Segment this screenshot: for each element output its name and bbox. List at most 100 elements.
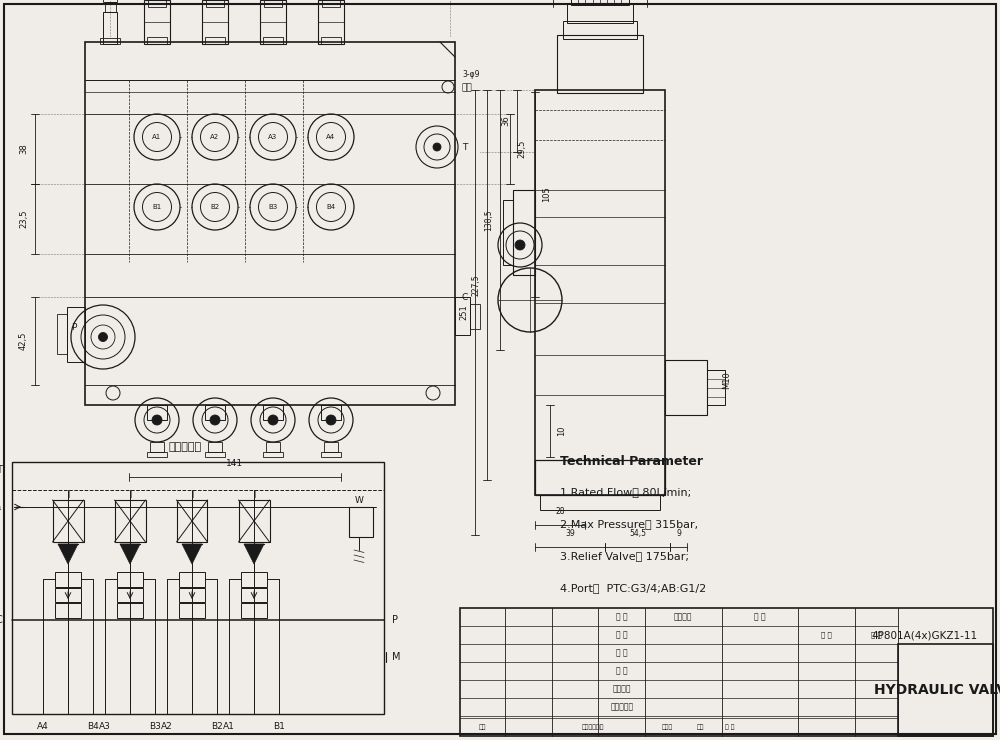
Text: B1: B1	[152, 204, 162, 210]
Text: 图样标记: 图样标记	[674, 613, 692, 622]
Text: B4: B4	[87, 722, 99, 730]
Bar	[55, 603, 81, 617]
Bar	[470, 304, 480, 329]
Bar	[179, 588, 205, 602]
Text: T₁: T₁	[0, 502, 2, 512]
Text: 2.Max Pressure： 315bar,: 2.Max Pressure： 315bar,	[560, 519, 698, 529]
Bar	[105, 2, 116, 12]
Bar	[535, 460, 665, 495]
Text: 描 图: 描 图	[616, 648, 628, 658]
Text: 3.Relief Valve： 175bar;: 3.Relief Valve： 175bar;	[560, 551, 689, 561]
Bar	[117, 588, 143, 602]
Text: T: T	[462, 143, 467, 152]
Bar	[179, 603, 205, 617]
Text: B2: B2	[210, 204, 220, 210]
Text: M: M	[392, 652, 401, 662]
Text: HYDRAULIC VALVE: HYDRAULIC VALVE	[874, 683, 1000, 697]
Bar	[540, 495, 660, 510]
Text: A4: A4	[326, 134, 336, 140]
Bar	[707, 370, 725, 405]
Bar	[85, 42, 455, 405]
Text: B1: B1	[273, 722, 285, 730]
Circle shape	[326, 415, 336, 425]
Polygon shape	[244, 544, 264, 564]
Text: 设 计: 设 计	[616, 613, 628, 622]
Text: 28: 28	[555, 507, 565, 516]
Text: P: P	[392, 615, 398, 625]
Bar	[103, 12, 117, 44]
Text: 更改内容说明: 更改内容说明	[581, 724, 604, 730]
Text: 3-φ9: 3-φ9	[462, 70, 480, 78]
Text: A2: A2	[161, 722, 173, 730]
Bar	[898, 644, 993, 736]
Text: |: |	[129, 491, 131, 497]
Bar	[260, 0, 286, 44]
Text: 制 图: 制 图	[616, 630, 628, 639]
Text: 通孔: 通孔	[462, 84, 473, 92]
Text: 105: 105	[542, 186, 551, 202]
Text: 4P801A(4x)GKZ1-11: 4P801A(4x)GKZ1-11	[871, 630, 977, 640]
Bar	[455, 297, 470, 335]
Bar	[55, 588, 81, 602]
Bar	[263, 452, 283, 457]
Text: 9: 9	[676, 529, 681, 538]
Bar	[117, 572, 143, 587]
Bar	[202, 0, 228, 44]
Bar	[150, 442, 164, 452]
Circle shape	[268, 415, 278, 425]
Bar	[322, 0, 340, 7]
Circle shape	[515, 240, 525, 250]
Text: 10: 10	[557, 425, 566, 437]
Bar	[176, 500, 207, 542]
Text: 更改人: 更改人	[661, 724, 673, 730]
Text: 29,5: 29,5	[517, 140, 526, 158]
Text: 138,5: 138,5	[484, 209, 493, 231]
Text: A1: A1	[223, 722, 235, 730]
Bar	[205, 452, 225, 457]
Text: A1: A1	[152, 134, 162, 140]
Text: 工艺检查: 工艺检查	[613, 684, 631, 693]
Bar	[557, 35, 643, 93]
Bar	[100, 38, 120, 44]
Bar	[147, 37, 167, 44]
Bar	[563, 21, 637, 39]
Text: 液压原理图: 液压原理图	[168, 442, 202, 452]
Text: 共 求: 共 求	[821, 632, 831, 639]
Bar	[52, 500, 84, 542]
Text: 38: 38	[19, 144, 28, 155]
Bar	[55, 572, 81, 587]
Bar	[324, 442, 338, 452]
Text: 4.Port：  PTC:G3/4;AB:G1/2: 4.Port： PTC:G3/4;AB:G1/2	[560, 583, 706, 593]
Bar	[114, 500, 146, 542]
Text: 签 名: 签 名	[725, 724, 735, 730]
Bar	[205, 405, 225, 420]
Bar	[321, 452, 341, 457]
Bar	[239, 500, 270, 542]
Polygon shape	[182, 544, 202, 564]
Bar	[241, 588, 267, 602]
Bar	[263, 405, 283, 420]
Bar	[266, 442, 280, 452]
Text: M10: M10	[722, 371, 732, 389]
Text: A3: A3	[268, 134, 278, 140]
Text: 23,5: 23,5	[19, 209, 28, 228]
Bar	[179, 572, 205, 587]
Text: 251: 251	[459, 305, 468, 320]
Text: T: T	[0, 465, 2, 475]
Text: 日期: 日期	[696, 724, 704, 730]
Polygon shape	[58, 544, 78, 564]
Text: 36: 36	[501, 115, 510, 127]
Text: 42,5: 42,5	[19, 332, 28, 350]
Bar	[67, 307, 85, 362]
Bar	[206, 0, 224, 7]
Bar	[571, 0, 629, 5]
Text: |: |	[191, 491, 193, 497]
Bar	[665, 360, 707, 415]
Text: 54,5: 54,5	[629, 529, 646, 538]
Bar	[263, 37, 283, 44]
Bar	[144, 0, 170, 44]
Bar	[103, 0, 117, 2]
Bar	[264, 0, 282, 7]
Bar	[12, 462, 384, 714]
Polygon shape	[120, 544, 140, 564]
